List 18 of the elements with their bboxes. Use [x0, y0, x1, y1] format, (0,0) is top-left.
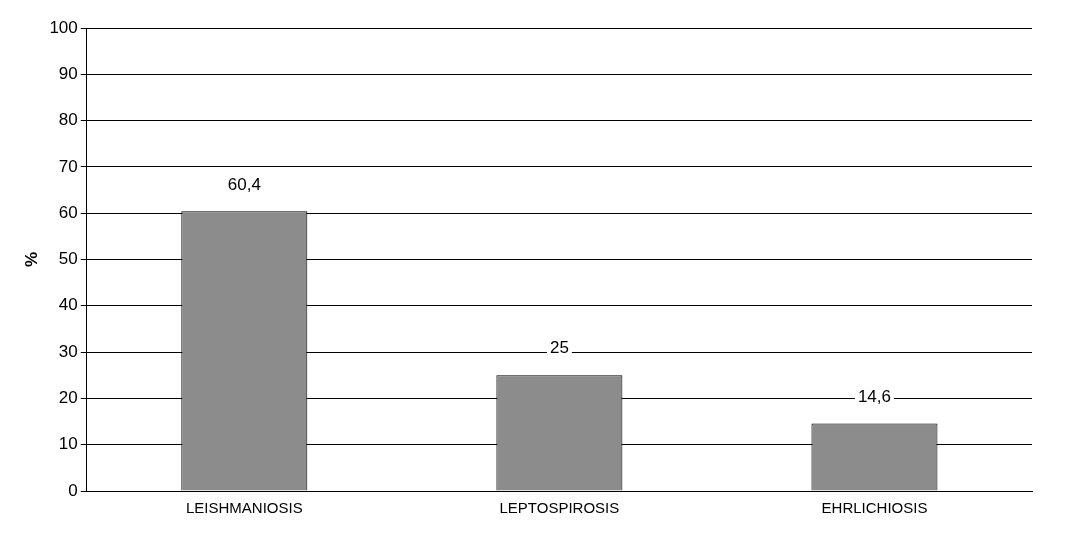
y-tick-label: 10 — [58, 434, 78, 454]
x-tick-label: LEPTOSPIROSIS — [499, 499, 620, 517]
y-tick-label: 20 — [58, 388, 78, 408]
y-tick-label: 80 — [58, 110, 78, 130]
y-tick-label: 50 — [58, 249, 78, 269]
y-axis-title: % — [21, 251, 41, 268]
y-tick-label: 30 — [58, 341, 78, 361]
x-tick-label: EHRLICHIOSIS — [821, 499, 928, 517]
y-tick-label: 90 — [58, 63, 78, 83]
y-tick-label: 0 — [68, 480, 78, 500]
x-tick-label: LEISHMANIOSIS — [185, 499, 303, 517]
data-label: 14,6 — [857, 386, 892, 406]
y-tick-label: 100 — [49, 17, 78, 37]
y-tick-label: 60 — [58, 202, 78, 222]
data-label: 60,4 — [227, 174, 261, 194]
data-label: 25 — [549, 338, 569, 358]
y-tick-label: 70 — [58, 156, 78, 176]
y-tick-label: 40 — [58, 295, 78, 315]
